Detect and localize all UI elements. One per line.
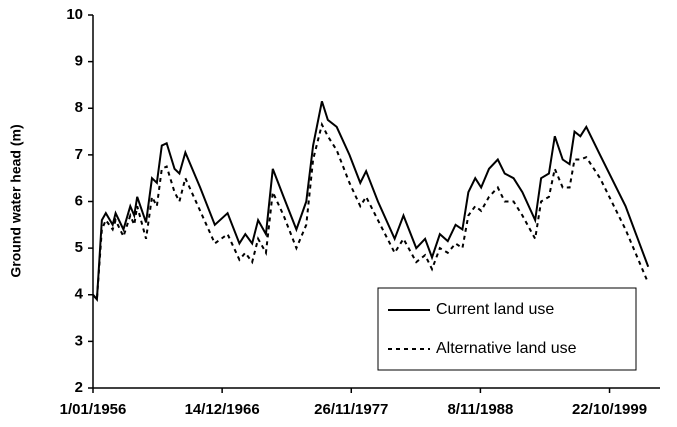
y-tick-label: 8 bbox=[75, 99, 83, 116]
series-line bbox=[92, 100, 650, 302]
series-line bbox=[92, 121, 650, 302]
x-tick-label: 26/11/1977 bbox=[314, 401, 388, 418]
y-tick-label: 9 bbox=[75, 53, 83, 70]
y-tick-label: 10 bbox=[66, 6, 83, 23]
y-tick-label: 3 bbox=[75, 332, 83, 349]
legend-label: Current land use bbox=[436, 301, 554, 318]
x-tick-label: 14/12/1966 bbox=[185, 401, 260, 418]
y-tick-label: 6 bbox=[75, 192, 83, 209]
y-tick-label: 4 bbox=[75, 286, 84, 303]
x-tick-label: 8/11/1988 bbox=[447, 401, 513, 418]
y-tick-label: 2 bbox=[75, 379, 83, 396]
legend: Current land use Alternative land use bbox=[377, 287, 637, 371]
legend-box bbox=[377, 287, 637, 371]
y-tick-label: 5 bbox=[75, 239, 83, 256]
y-tick-label: 7 bbox=[75, 146, 83, 163]
x-tick-label: 1/01/1956 bbox=[60, 401, 127, 418]
legend-label: Alternative land use bbox=[436, 340, 577, 357]
y-axis-title: Ground water head (m) bbox=[8, 124, 24, 277]
x-tick-label: 22/10/1999 bbox=[572, 401, 647, 418]
